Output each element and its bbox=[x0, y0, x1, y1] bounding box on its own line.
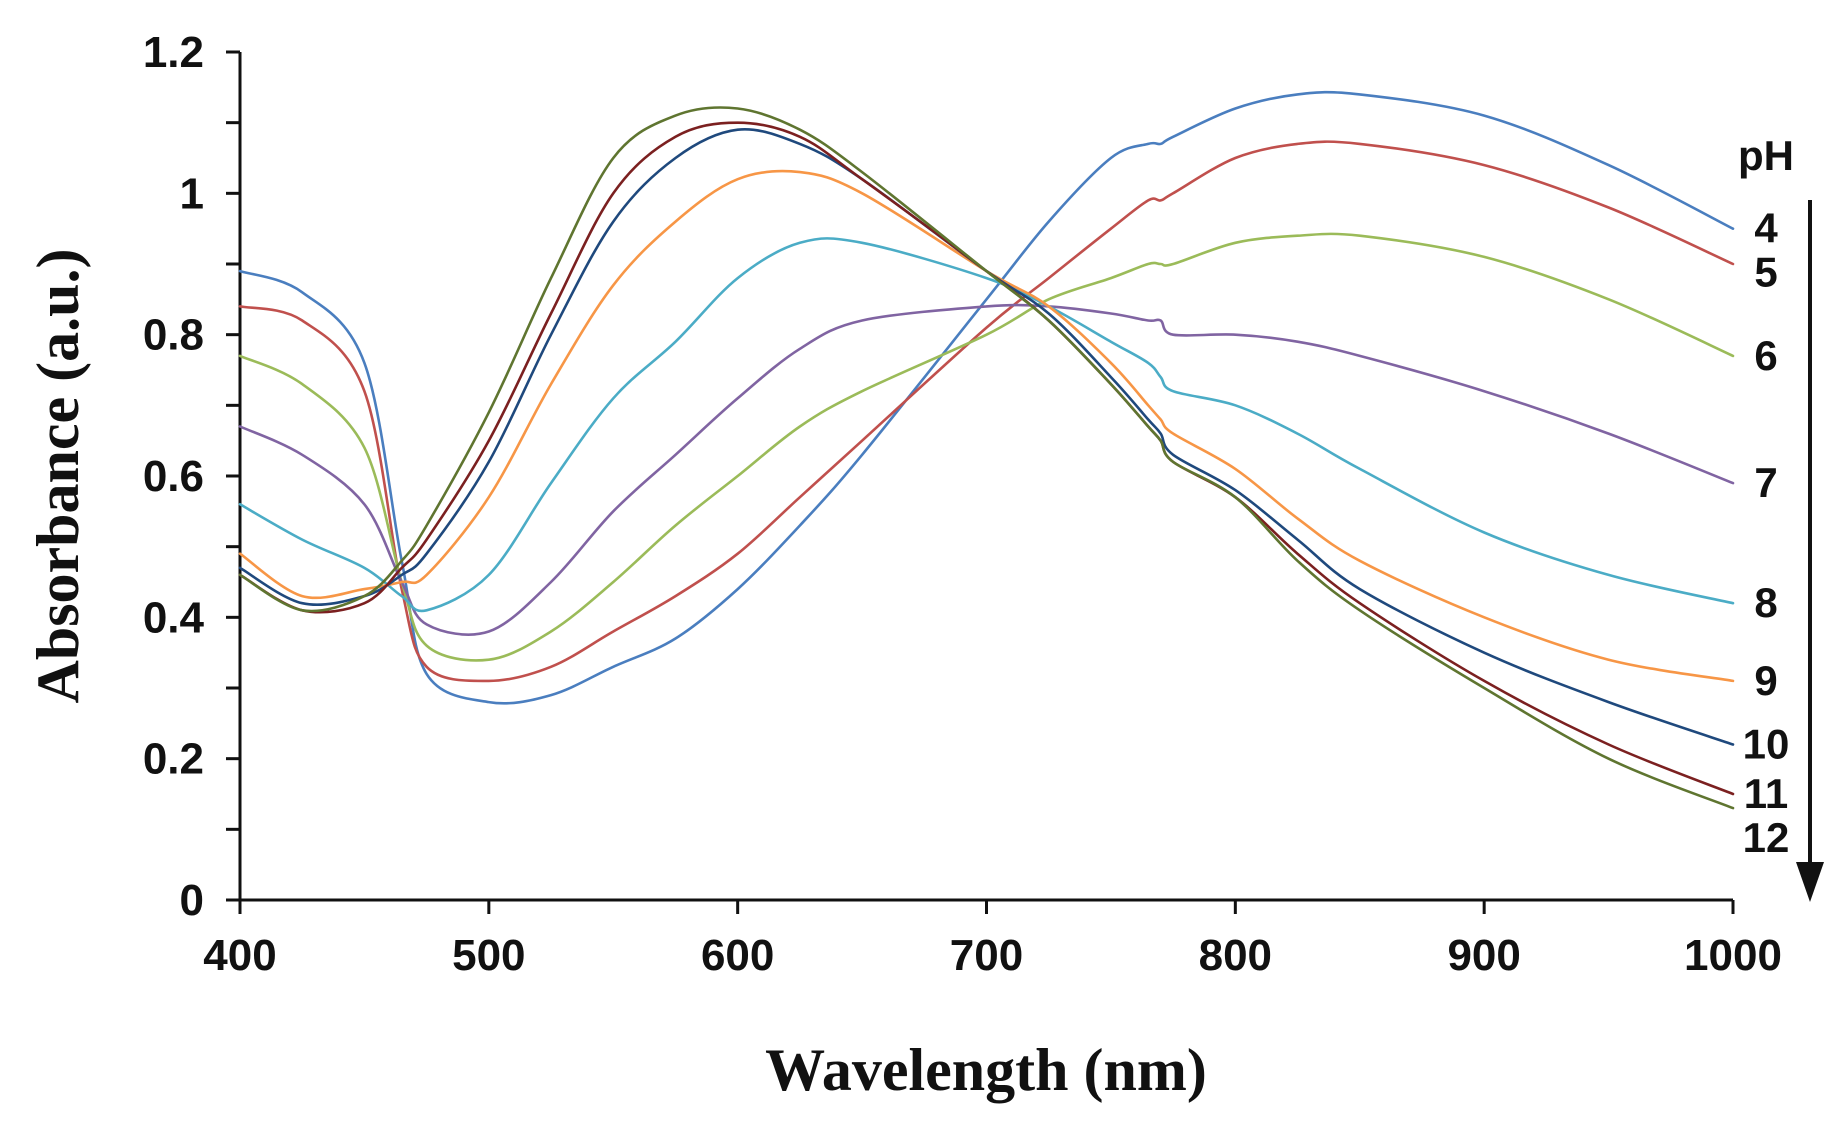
series-label-ph-9: 9 bbox=[1754, 657, 1777, 704]
x-axis-title: Wavelength (nm) bbox=[765, 1037, 1207, 1103]
series-label-ph-4: 4 bbox=[1754, 205, 1778, 252]
y-tick-label: 0.6 bbox=[143, 452, 204, 501]
series-label-ph-8: 8 bbox=[1754, 579, 1777, 626]
series-line-ph-8 bbox=[238, 237, 1735, 613]
legend-title-ph: pH bbox=[1738, 132, 1794, 179]
axes bbox=[238, 52, 1733, 902]
series-label-ph-7: 7 bbox=[1754, 459, 1777, 506]
series-label-ph-10: 10 bbox=[1743, 721, 1790, 768]
y-tick-label: 0.8 bbox=[143, 311, 204, 360]
y-axis-title: Absorbance (a.u.) bbox=[25, 248, 91, 703]
x-tick-label: 900 bbox=[1447, 931, 1520, 980]
series-line-ph-10 bbox=[238, 128, 1735, 746]
series-line-ph-4 bbox=[238, 90, 1735, 705]
x-tick-label: 500 bbox=[452, 931, 525, 980]
y-tick-label: 0.2 bbox=[143, 735, 204, 784]
data-series bbox=[238, 90, 1735, 810]
trend-arrow-icon bbox=[1796, 200, 1824, 902]
series-label-ph-5: 5 bbox=[1754, 249, 1777, 296]
y-tick-label: 0 bbox=[180, 876, 204, 925]
series-line-ph-9 bbox=[238, 169, 1735, 683]
x-tick-label: 400 bbox=[203, 931, 276, 980]
series-label-ph-12: 12 bbox=[1743, 814, 1790, 861]
series-line-ph-5 bbox=[238, 140, 1735, 683]
series-line-ph-12 bbox=[238, 106, 1735, 810]
axis-ticks: 400 500 600 700 800 900 1000 0 0.2 0.4 0.6 0.8 1 1.2 bbox=[143, 28, 1782, 980]
series-label-ph-11: 11 bbox=[1744, 770, 1788, 817]
x-tick-label: 800 bbox=[1199, 931, 1272, 980]
y-tick-label: 1 bbox=[180, 169, 204, 218]
x-tick-label: 1000 bbox=[1684, 931, 1782, 980]
series-line-ph-7 bbox=[238, 303, 1735, 636]
x-tick-label: 700 bbox=[950, 931, 1023, 980]
y-tick-label: 0.4 bbox=[143, 593, 205, 642]
series-label-ph-6: 6 bbox=[1754, 332, 1777, 379]
x-tick-label: 600 bbox=[701, 931, 774, 980]
series-line-ph-11 bbox=[238, 121, 1735, 796]
series-line-ph-6 bbox=[238, 232, 1735, 662]
y-tick-label: 1.2 bbox=[143, 28, 204, 77]
